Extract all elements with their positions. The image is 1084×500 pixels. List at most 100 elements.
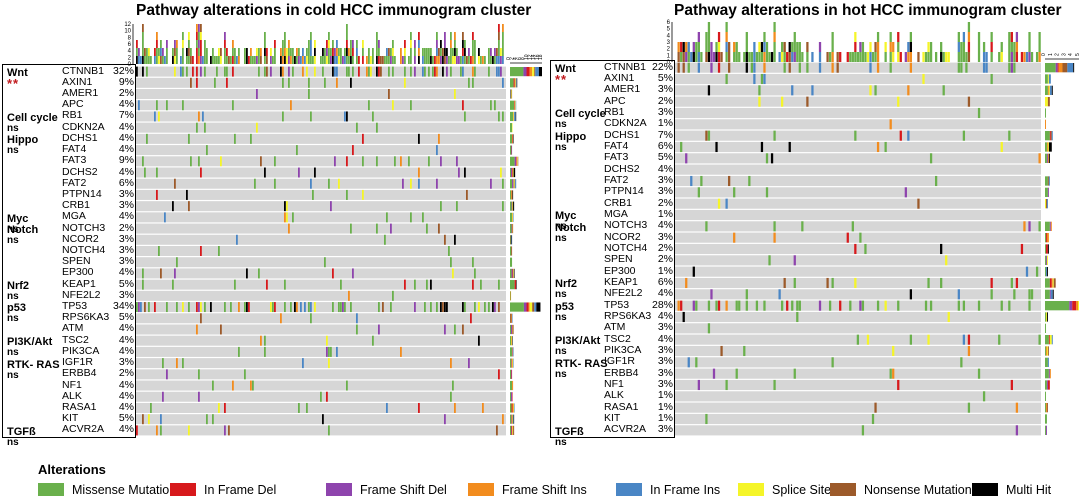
sample-bar-segment [957, 32, 960, 42]
mutation-cell [206, 145, 208, 156]
sample-bar-segment [750, 52, 753, 62]
sample-bar-segment [947, 52, 950, 62]
mutation-cell [322, 66, 324, 77]
sample-bar-segment [356, 40, 358, 48]
mutation-cell [198, 156, 200, 167]
gene-label-spen: SPEN [62, 255, 91, 268]
gene-percent-label: 5% [118, 412, 134, 425]
sample-bar-segment [710, 52, 713, 62]
sample-bar-segment [446, 48, 448, 56]
oncoplot-row-background [675, 153, 1041, 164]
sample-bar-segment [326, 40, 328, 48]
mutation-cell [909, 334, 913, 345]
mutation-cell [266, 66, 268, 77]
sample-bar-segment [282, 40, 284, 48]
gene-bar-segment [512, 201, 513, 211]
sample-bar-segment [446, 56, 448, 64]
sample-bar-segment [498, 48, 500, 56]
gene-label-ep300: EP300 [604, 264, 636, 277]
sample-bar-segment [760, 52, 764, 62]
sample-bar-segment [224, 56, 226, 64]
mutation-cell [967, 345, 971, 357]
mutation-cell [306, 66, 308, 77]
mutation-cell [480, 279, 482, 290]
mutation-cell [753, 73, 756, 85]
mutation-cell [188, 425, 190, 436]
mutation-cell [440, 201, 442, 212]
sample-bar-segment [154, 56, 156, 64]
gene-bar-segment [523, 302, 527, 312]
mutation-cell [328, 358, 330, 369]
gene-percent-label: 1% [657, 264, 673, 277]
oncoplot-row-background [675, 289, 1041, 300]
mutation-cell [146, 133, 148, 144]
sample-bar-segment [292, 48, 294, 56]
sample-bar-segment [1008, 52, 1011, 62]
gene-bar-segment [516, 78, 517, 88]
oncoplot-row-background [136, 223, 506, 234]
sample-bar-segment [198, 48, 200, 56]
sample-bar-segment [376, 40, 378, 48]
mutation-cell [687, 62, 690, 73]
gene-label-rasa1: RASA1 [62, 400, 97, 413]
gene-percent-label: 3% [657, 106, 673, 118]
top-axis-tick-label: 5 [667, 27, 671, 33]
mutation-cell [146, 66, 148, 77]
oncoplot-row-background [675, 323, 1041, 334]
sample-bar-segment [214, 56, 216, 64]
gene-percent-label: 2% [118, 221, 134, 234]
mutation-cell [232, 380, 234, 391]
oncoplot-row-background [675, 357, 1041, 368]
sample-bar-segment [200, 32, 202, 40]
mutation-cell [404, 279, 406, 290]
gene-label-ptpn14: PTPN14 [604, 185, 644, 198]
gene-label-rb1: RB1 [604, 106, 625, 118]
mutation-cell [282, 77, 284, 88]
oncoplot-row-background [675, 266, 1041, 277]
sample-bar-segment [897, 32, 900, 42]
sample-bar-segment [990, 42, 993, 52]
gene-bar-segment [513, 268, 514, 279]
gene-label-apc: APC [62, 98, 84, 111]
gene-bar-segment [1045, 425, 1046, 435]
sample-bar-segment [286, 48, 288, 56]
mutation-cell [308, 89, 310, 100]
oncoplot-row-background [675, 119, 1041, 130]
mutation-cell [204, 302, 206, 313]
oncoplot-row-background [675, 368, 1041, 379]
mutation-cell [346, 189, 348, 200]
gene-bar-segment [513, 111, 515, 122]
sample-bar-segment [758, 42, 761, 52]
gene-bar-segment [1046, 346, 1048, 356]
gene-bar-segment [514, 111, 516, 122]
pathway-significance: ns [7, 436, 19, 448]
sample-bar-segment [967, 42, 971, 52]
gene-bar-segment [511, 313, 512, 323]
pathway-label: Wnt [555, 63, 576, 75]
mutation-cell [362, 156, 364, 167]
oncoplot-row-background [136, 100, 506, 111]
mutation-cell [198, 369, 200, 380]
sample-bar-segment [274, 40, 276, 48]
mutation-cell [376, 156, 378, 167]
mutation-cell [450, 66, 452, 77]
gene-bar-segment [516, 156, 517, 166]
mutation-cell [362, 189, 364, 200]
mutation-cell [490, 178, 492, 189]
gene-bar-segment [517, 156, 518, 166]
mutation-cell [793, 368, 796, 379]
sample-bar-segment [266, 56, 268, 64]
mutation-cell [478, 302, 480, 313]
mutation-cell [432, 66, 434, 77]
mutation-cell [758, 85, 761, 96]
gene-percent-label: 3% [118, 199, 134, 212]
gene-bar-segment [512, 212, 513, 222]
gene-percent-label: 4% [118, 423, 134, 436]
pathway-frame [2, 64, 136, 438]
pathway-significance: ns [7, 145, 19, 157]
oncoplot-row-background [136, 212, 506, 223]
mutation-cell [356, 122, 358, 133]
sample-bar-segment [252, 56, 254, 64]
sample-bar-segment [274, 56, 276, 64]
sample-bar-segment [400, 56, 402, 64]
